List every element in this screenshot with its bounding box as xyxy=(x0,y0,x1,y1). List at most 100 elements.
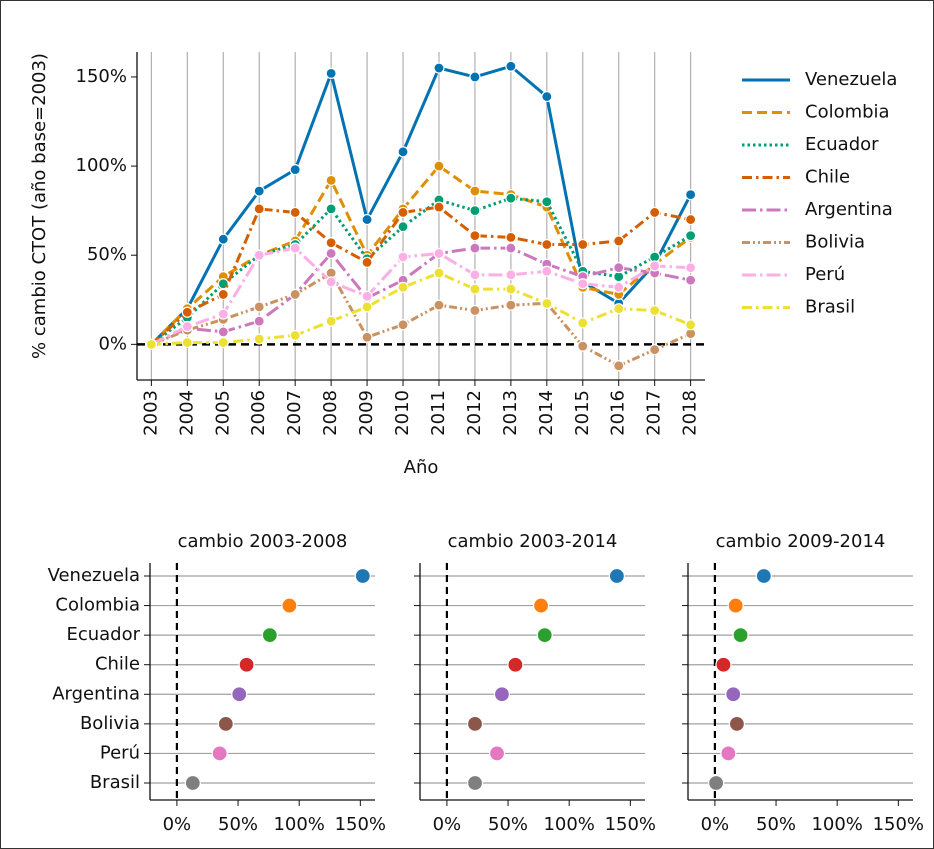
point xyxy=(325,276,337,288)
point xyxy=(361,256,373,268)
dot xyxy=(728,715,746,732)
x-tick-label: 2006 xyxy=(248,390,269,436)
series-line xyxy=(150,196,692,346)
point xyxy=(613,235,625,247)
point xyxy=(361,290,373,302)
point xyxy=(361,301,373,313)
x-tick-label: 2010 xyxy=(392,390,413,436)
dot xyxy=(217,715,234,732)
point xyxy=(649,206,661,219)
legend-label: Perú xyxy=(805,264,845,285)
x-tick-label: 2014 xyxy=(536,390,557,436)
y-tick-label: 50% xyxy=(87,244,127,265)
dot xyxy=(261,627,278,644)
point xyxy=(289,288,301,301)
y-axis-label: % cambio CTOT (año base=2003) xyxy=(29,53,50,359)
point xyxy=(613,303,625,315)
point xyxy=(541,90,553,103)
y-tick-label: Bolivia xyxy=(80,713,140,734)
dot xyxy=(720,745,737,762)
dot xyxy=(238,656,255,673)
x-tick-label: 100% xyxy=(543,814,594,835)
x-tick-label: 0% xyxy=(433,814,462,835)
point xyxy=(469,269,481,281)
x-tick-label: 2011 xyxy=(428,390,449,436)
series-line xyxy=(151,271,692,346)
point xyxy=(469,71,481,83)
point xyxy=(541,238,553,251)
dot xyxy=(493,686,511,703)
point xyxy=(541,297,553,309)
series-line xyxy=(150,246,691,346)
point xyxy=(361,331,373,343)
chart-title: cambio 2009-2014 xyxy=(716,531,886,552)
point xyxy=(181,306,193,318)
point xyxy=(505,299,517,311)
x-tick-label: 2017 xyxy=(644,390,665,436)
point xyxy=(325,67,337,79)
y-tick-label: Argentina xyxy=(52,683,140,704)
point xyxy=(469,205,481,217)
point xyxy=(289,242,301,254)
point xyxy=(397,206,409,219)
point xyxy=(253,301,265,313)
x-tick-label: 150% xyxy=(335,814,386,835)
x-tick-label: 100% xyxy=(273,814,324,835)
point xyxy=(325,237,337,249)
dot xyxy=(725,686,742,703)
point xyxy=(217,288,229,301)
point xyxy=(505,192,517,204)
dot xyxy=(536,627,553,644)
y-tick-label: Colombia xyxy=(55,595,140,616)
point xyxy=(577,340,589,352)
dot xyxy=(354,567,371,585)
point xyxy=(505,269,517,281)
point xyxy=(433,201,445,213)
x-tick-label: 50% xyxy=(218,814,258,835)
point xyxy=(217,336,229,349)
point xyxy=(397,251,409,263)
point xyxy=(685,262,697,274)
series-line xyxy=(150,246,691,346)
dot xyxy=(715,656,732,673)
x-tick-label: 2005 xyxy=(212,390,233,436)
dot xyxy=(732,627,749,644)
point xyxy=(505,231,517,243)
dot xyxy=(184,774,201,792)
point xyxy=(253,185,265,197)
x-tick-label: 2015 xyxy=(572,390,593,436)
legend-label: Venezuela xyxy=(805,69,897,90)
dot xyxy=(466,774,484,792)
y-tick-label: 0% xyxy=(98,333,127,354)
series-line xyxy=(150,205,691,346)
x-tick-label: 50% xyxy=(756,814,796,835)
series-line xyxy=(150,270,692,368)
point xyxy=(685,230,697,242)
point xyxy=(613,262,625,274)
point xyxy=(577,317,589,329)
chart-title: cambio 2003-2014 xyxy=(448,531,618,552)
y-tick-label: Perú xyxy=(100,742,140,763)
legend-label: Brasil xyxy=(805,297,855,318)
point xyxy=(505,283,517,295)
point xyxy=(253,315,265,327)
dot xyxy=(466,715,484,732)
x-tick-label: 0% xyxy=(701,814,730,835)
point xyxy=(577,238,589,251)
point xyxy=(217,308,229,320)
point xyxy=(289,206,301,219)
x-tick-label: 2008 xyxy=(320,390,341,436)
point xyxy=(469,304,481,317)
x-tick-label: 100% xyxy=(811,814,862,835)
x-tick-label: 2013 xyxy=(500,390,521,436)
point xyxy=(181,320,193,333)
x-tick-label: 50% xyxy=(488,814,528,835)
point xyxy=(685,189,697,201)
point xyxy=(505,242,517,254)
x-tick-label: 0% xyxy=(163,814,192,835)
point xyxy=(397,319,409,331)
point xyxy=(217,326,229,338)
point xyxy=(253,203,265,215)
